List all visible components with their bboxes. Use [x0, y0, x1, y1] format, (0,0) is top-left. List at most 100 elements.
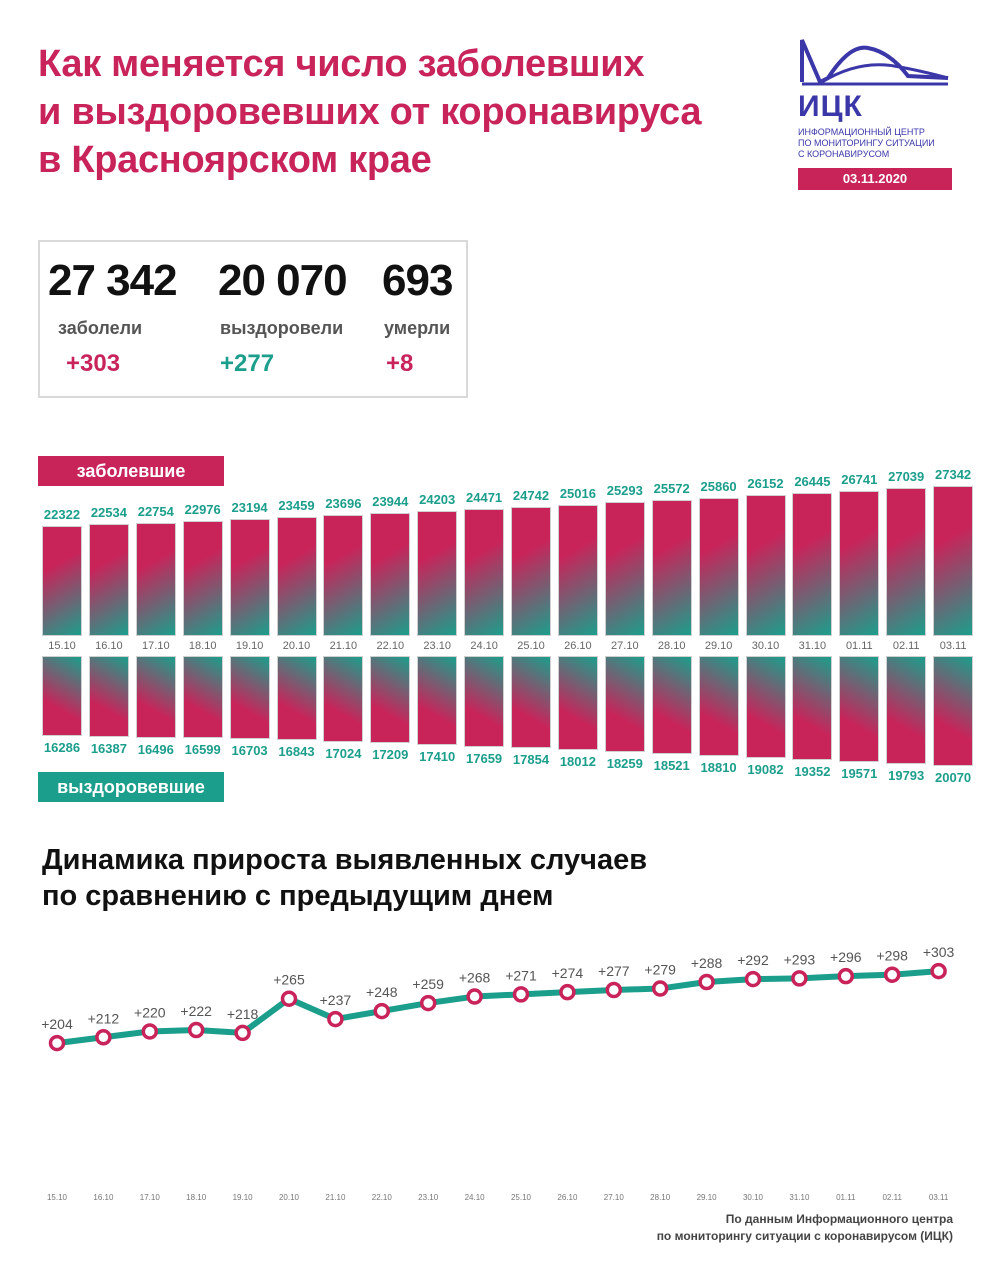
growth-label-19.10: +218 — [227, 1006, 259, 1022]
growth-point-18.10 — [187, 1021, 205, 1039]
growth-date-27.10: 27.10 — [604, 1193, 625, 1202]
bar-date-label-16.10: 16.10 — [95, 640, 123, 652]
growth-label-30.10: +292 — [737, 952, 769, 968]
bar-recovered-label-27.10: 18259 — [606, 755, 643, 771]
bar-sick-02.11 — [886, 488, 927, 636]
stat-deaths-label: умерли — [384, 318, 451, 338]
bar-recovered-26.10 — [557, 656, 598, 750]
bar-sick-label-24.10: 24471 — [466, 489, 503, 505]
growth-label-28.10: +279 — [644, 962, 676, 978]
growth-date-22.10: 22.10 — [372, 1193, 393, 1202]
bar-date-label-18.10: 18.10 — [188, 640, 217, 652]
bar-date-label-29.10: 29.10 — [704, 640, 733, 652]
bar-sick-label-31.10: 26445 — [794, 474, 831, 490]
bar-recovered-label-03.11: 20070 — [935, 770, 972, 785]
growth-date-26.10: 26.10 — [557, 1193, 578, 1202]
bar-sick-label-26.10: 25016 — [559, 485, 596, 501]
bar-recovered-27.10 — [604, 656, 645, 752]
growth-point-16.10 — [95, 1029, 112, 1046]
bar-sick-label-30.10: 26152 — [747, 476, 784, 492]
bar-recovered-label-20.10: 16843 — [278, 744, 315, 760]
growth-date-24.10: 24.10 — [465, 1193, 486, 1202]
growth-point-22.10 — [373, 1002, 391, 1020]
bar-sick-30.10 — [745, 495, 786, 636]
bar-sick-label-16.10: 22534 — [90, 505, 127, 521]
growth-label-20.10: +265 — [273, 972, 305, 988]
bar-recovered-label-23.10: 17410 — [419, 748, 456, 764]
growth-label-15.10: +204 — [41, 1016, 73, 1032]
growth-label-01.11: +296 — [830, 949, 862, 965]
bar-date-label-22.10: 22.10 — [376, 640, 405, 652]
growth-point-20.10 — [280, 990, 298, 1007]
bar-sick-label-02.11: 27039 — [888, 469, 925, 485]
growth-label-22.10: +248 — [366, 984, 398, 1000]
bar-recovered-label-15.10: 16286 — [43, 740, 81, 755]
growth-label-18.10: +222 — [180, 1003, 212, 1019]
growth-label-17.10: +220 — [134, 1004, 166, 1020]
bar-sick-19.10 — [229, 519, 270, 636]
line-chart-svg: +204 15.10 +212 16.10 +220 17.10 +222 18.10 +218… — [41, 944, 955, 1202]
bar-sick-label-29.10: 25860 — [700, 478, 737, 494]
bar-recovered-30.10 — [745, 656, 786, 759]
growth-label-02.11: +298 — [876, 948, 908, 964]
growth-date-19.10: 19.10 — [233, 1193, 254, 1202]
data-source: По данным Информационного центра по мони… — [656, 1212, 953, 1243]
bar-sick-28.10 — [651, 500, 692, 636]
bar-sick-26.10 — [557, 504, 598, 636]
growth-point-19.10 — [234, 1024, 251, 1042]
growth-date-15.10: 15.10 — [47, 1193, 68, 1202]
bar-date-label-25.10: 25.10 — [517, 640, 545, 652]
growth-date-17.10: 17.10 — [140, 1193, 161, 1202]
growth-date-01.11: 01.11 — [836, 1193, 856, 1202]
bar-recovered-label-28.10: 18521 — [653, 757, 690, 773]
growth-point-02.11 — [883, 966, 901, 983]
bar-date-label-01.11: 01.11 — [845, 640, 873, 652]
bar-recovered-label-31.10: 19352 — [794, 764, 831, 780]
bar-sick-label-18.10: 22976 — [184, 501, 221, 517]
line-chart-title: Динамика прироста выявленных случаев по … — [42, 844, 648, 912]
bar-sick-label-20.10: 23459 — [278, 497, 315, 513]
bar-recovered-24.10 — [464, 656, 505, 747]
stat-deaths-delta: +8 — [386, 350, 414, 377]
bar-sick-31.10 — [792, 493, 833, 636]
bar-recovered-21.10 — [323, 656, 364, 742]
bar-date-label-19.10: 19.10 — [235, 640, 264, 652]
bar-date-label-27.10: 27.10 — [611, 640, 639, 652]
bar-sick-25.10 — [511, 506, 551, 636]
growth-date-18.10: 18.10 — [186, 1193, 207, 1202]
stat-sick-value: 27 342 — [48, 256, 178, 305]
growth-point-28.10 — [651, 980, 669, 997]
bar-recovered-29.10 — [698, 656, 739, 756]
growth-label-31.10: +293 — [784, 951, 816, 967]
bar-recovered-25.10 — [511, 656, 551, 749]
bar-sick-17.10 — [135, 522, 176, 636]
growth-point-24.10 — [466, 988, 483, 1005]
bar-sick-15.10 — [42, 526, 82, 636]
bar-recovered-label-18.10: 16599 — [184, 742, 221, 758]
growth-date-25.10: 25.10 — [511, 1193, 532, 1202]
bar-sick-label-21.10: 23696 — [325, 496, 362, 512]
logo-subtitle: Информационный центр по мониторингу ситу… — [798, 127, 935, 159]
stats-summary: 27 342 заболели +303 20 070 выздоровели … — [38, 240, 468, 398]
bar-recovered-23.10 — [417, 656, 458, 745]
stat-deaths-value: 693 — [382, 256, 453, 305]
growth-point-27.10 — [605, 981, 623, 999]
bar-sick-01.11 — [839, 490, 880, 636]
bar-date-label-28.10: 28.10 — [657, 640, 686, 652]
bar-date-label-24.10: 24.10 — [470, 640, 498, 652]
stat-sick-delta: +303 — [66, 350, 121, 377]
growth-point-25.10 — [512, 986, 530, 1003]
bar-sick-22.10 — [370, 513, 411, 636]
growth-date-16.10: 16.10 — [93, 1193, 114, 1202]
bar-recovered-17.10 — [135, 656, 176, 738]
bar-recovered-label-02.11: 19793 — [888, 767, 925, 783]
bar-recovered-19.10 — [229, 656, 270, 740]
growth-date-29.10: 29.10 — [697, 1193, 718, 1202]
bar-date-label-02.11: 02.11 — [892, 640, 920, 652]
growth-point-26.10 — [559, 983, 576, 1001]
bar-recovered-label-19.10: 16703 — [231, 743, 268, 759]
growth-label-25.10: +271 — [505, 967, 537, 983]
bar-recovered-label-24.10: 17659 — [466, 750, 503, 766]
growth-label-03.11: +303 — [923, 944, 955, 960]
growth-date-20.10: 20.10 — [279, 1193, 300, 1202]
